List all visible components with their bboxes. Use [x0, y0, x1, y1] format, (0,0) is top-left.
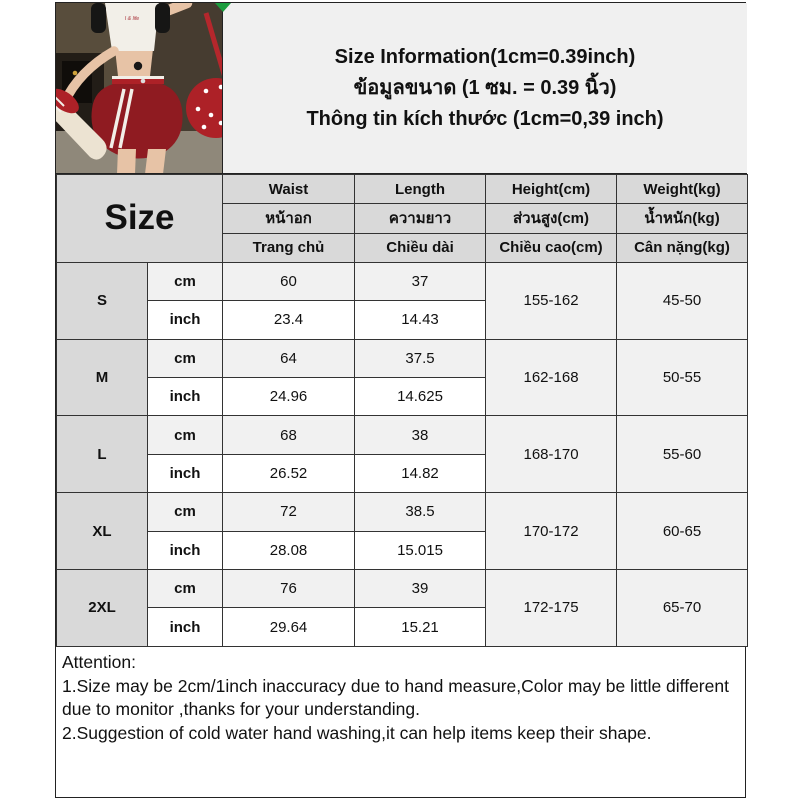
svg-text:I & life: I & life	[125, 16, 140, 22]
